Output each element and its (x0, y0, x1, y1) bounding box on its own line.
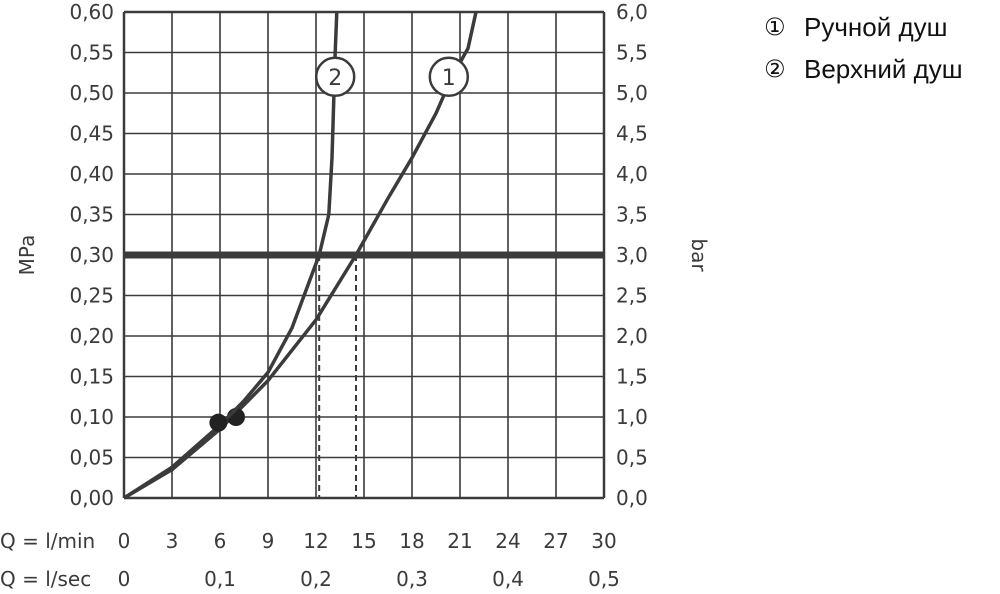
y-left-tick-label: 0,15 (69, 365, 114, 389)
y-right-tick-label: 4,0 (616, 162, 648, 186)
x-tick-label-lmin: 3 (166, 529, 179, 553)
legend-text-2: Верхний душ (804, 53, 963, 84)
x-tick-label-lmin: 30 (591, 529, 616, 553)
y-left-tick-label: 0,10 (69, 405, 114, 429)
x-tick-label-lmin: 27 (543, 529, 568, 553)
x-tick-label-lsec: 0 (118, 567, 131, 591)
series-dot-2 (209, 413, 228, 432)
x-tick-label-lmin: 21 (447, 529, 472, 553)
x-tick-label-lmin: 0 (118, 529, 131, 553)
x-tick-label-lsec: 0,2 (300, 567, 332, 591)
y-right-tick-label: 5,0 (616, 81, 648, 105)
y-right-tick-label: 3,5 (616, 203, 648, 227)
x-tick-label-lmin: 18 (399, 529, 424, 553)
y-right-tick-label: 5,5 (616, 41, 648, 65)
series-label-2: 2 (328, 66, 342, 91)
y-left-tick-label: 0,40 (69, 162, 114, 186)
y-left-tick-label: 0,00 (69, 486, 114, 510)
x-tick-label-lsec: 0,5 (588, 567, 620, 591)
legend-text-1: Ручной душ (804, 11, 948, 42)
y-left-tick-label: 0,55 (69, 41, 114, 65)
y-left-tick-label: 0,50 (69, 81, 114, 105)
y-right-tick-label: 1,0 (616, 405, 648, 429)
legend-marker-2: ② (764, 55, 786, 83)
y-left-tick-label: 0,20 (69, 324, 114, 348)
series-label-circle-2 (314, 56, 356, 98)
legend-marker-1: ① (764, 13, 786, 41)
y-right-tick-label: 1,5 (616, 365, 648, 389)
series-curve-2 (123, 11, 339, 500)
y-right-tick-label: 4,5 (616, 122, 648, 146)
y-right-tick-label: 6,0 (616, 0, 648, 24)
y-right-tick-label: 2,5 (616, 284, 648, 308)
legend-item-2: ② Верхний душ (764, 48, 963, 90)
y-left-tick-label: 0,35 (69, 203, 114, 227)
y-left-axis-title: MPa (15, 235, 39, 276)
x-tick-label-lmin: 6 (214, 529, 227, 553)
y-left-tick-label: 0,60 (69, 0, 114, 24)
legend-item-1: ① Ручной душ (764, 6, 963, 48)
series-label-1: 1 (442, 66, 456, 91)
legend: ① Ручной душ ② Верхний душ (764, 6, 963, 90)
x-tick-label-lmin: 15 (351, 529, 376, 553)
x-tick-label-lsec: 0,1 (204, 567, 236, 591)
flow-pressure-chart: 0,000,050,100,150,200,250,300,350,400,45… (0, 0, 711, 591)
x-tick-label-lsec: 0,3 (396, 567, 428, 591)
y-left-tick-label: 0,05 (69, 446, 114, 470)
y-left-tick-label: 0,30 (69, 243, 114, 267)
y-right-axis-title: bar (687, 238, 711, 272)
x-tick-label-lsec: 0,4 (492, 567, 524, 591)
y-left-tick-label: 0,25 (69, 284, 114, 308)
y-right-tick-label: 2,0 (616, 324, 648, 348)
x-axis-title-lmin: Q = l/min (0, 529, 95, 553)
y-right-tick-label: 3,0 (616, 243, 648, 267)
y-right-tick-label: 0,0 (616, 486, 648, 510)
y-left-tick-label: 0,45 (69, 122, 114, 146)
x-tick-label-lmin: 9 (262, 529, 275, 553)
x-tick-label-lmin: 12 (303, 529, 328, 553)
series-label-circle-1 (428, 56, 470, 98)
y-right-tick-label: 0,5 (616, 446, 648, 470)
x-tick-label-lmin: 24 (495, 529, 520, 553)
x-axis-title-lsec: Q = l/sec (0, 567, 91, 591)
